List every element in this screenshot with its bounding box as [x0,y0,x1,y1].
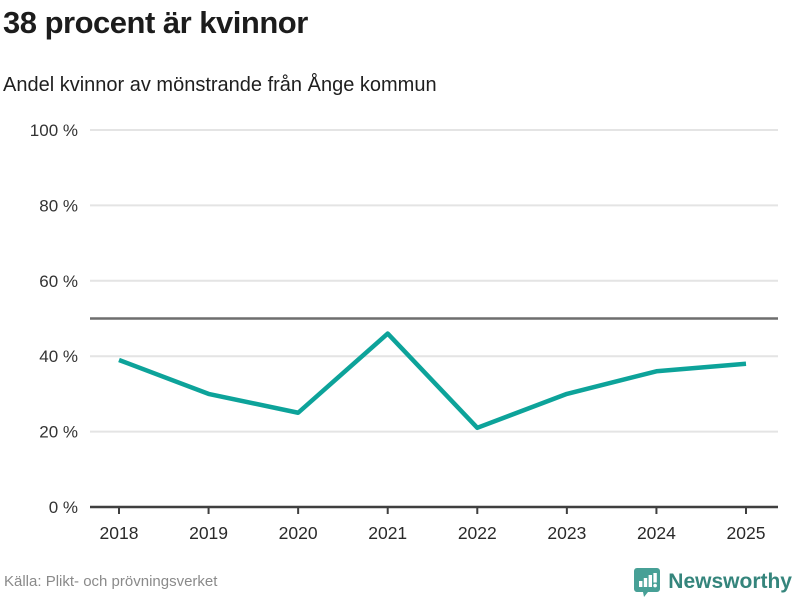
x-tick-label: 2025 [727,523,766,543]
chart-title: 38 procent är kvinnor [3,5,308,40]
y-tick-label: 100 % [30,121,78,140]
data-line-andel-kvinnor [118,331,747,431]
y-tick-label: 60 % [39,272,78,291]
x-tick-label: 2023 [547,523,586,543]
x-tick-label: 2018 [100,523,139,543]
brand-name: Newsworthy [668,569,792,593]
x-tick-label: 2021 [368,523,407,543]
chart-subtitle: Andel kvinnor av mönstrande från Ånge ko… [3,74,437,96]
y-tick-label: 80 % [39,196,78,215]
x-tick-label: 2022 [458,523,497,543]
source-note: Källa: Plikt- och prövningsverket [4,573,218,590]
y-tick-label: 0 % [49,498,78,517]
bar-chart-speech-bubble-icon [634,567,661,597]
x-tick-label: 2020 [279,523,318,543]
newsworthy-logo: Newsworthy [633,567,800,597]
y-tick-label: 40 % [39,347,78,366]
line-chart: 0 % 20 % 40 % 60 % 80 % 100 % 2018 2019 2020 2021… [30,121,778,543]
x-tick-label: 2019 [189,523,228,543]
chart-header: 38 procent är kvinnor [3,5,797,40]
y-tick-label: 20 % [39,423,78,442]
x-tick-label: 2024 [637,523,676,543]
chart-footer: Källa: Plikt- och prövningsverket Newswo… [0,563,800,600]
